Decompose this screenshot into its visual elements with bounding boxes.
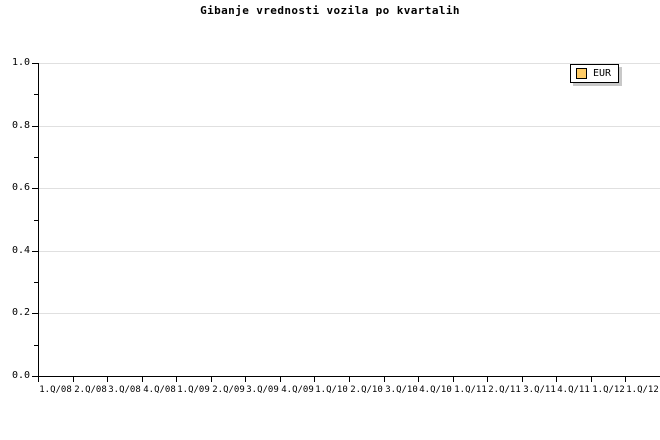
gridline (38, 250, 660, 252)
chart-title: Gibanje vrednosti vozila po kvartalih (200, 4, 460, 17)
x-axis-label: 1.Q/08 (39, 385, 72, 395)
x-axis-label: 2.Q/09 (212, 385, 245, 395)
x-axis-tick (314, 377, 315, 382)
y-axis-minor-tick (34, 220, 38, 221)
x-axis-tick (73, 377, 74, 382)
gridline (38, 63, 660, 64)
x-axis-label: 1.Q/12 (626, 385, 659, 395)
y-axis-label: 0.2 (11, 307, 30, 318)
x-axis-tick (556, 377, 557, 382)
x-axis-tick (591, 377, 592, 382)
y-axis-label: 0.0 (11, 370, 30, 381)
y-axis-minor-tick (34, 157, 38, 158)
gridline (38, 188, 660, 190)
y-axis-tick (32, 376, 38, 377)
legend-label-eur: EUR (593, 68, 612, 79)
gridline (38, 313, 660, 315)
x-axis-tick (487, 377, 488, 382)
y-axis-label: 0.8 (11, 120, 30, 131)
x-axis-label: 3.Q/09 (246, 385, 279, 395)
x-axis-label: 2.Q/08 (74, 385, 107, 395)
y-axis-label: 1.0 (11, 57, 30, 68)
x-axis-label: 2.Q/11 (488, 385, 521, 395)
x-axis-tick (384, 377, 385, 382)
x-axis-label: 1.Q/12 (592, 385, 625, 395)
y-axis-line (38, 63, 39, 377)
y-axis-label: 0.6 (11, 182, 30, 193)
y-axis-tick (32, 63, 38, 64)
y-axis-minor-tick (34, 94, 38, 95)
x-axis-tick (142, 377, 143, 382)
x-axis-label: 1.Q/10 (315, 385, 348, 395)
x-axis-label: 4.Q/10 (419, 385, 452, 395)
x-axis-label: 3.Q/10 (385, 385, 418, 395)
x-axis-label: 4.Q/08 (143, 385, 176, 395)
x-axis-label: 1.Q/09 (177, 385, 210, 395)
x-axis-tick (418, 377, 419, 382)
x-axis-label: 4.Q/09 (281, 385, 314, 395)
x-axis-tick (107, 377, 108, 382)
x-axis-label: 4.Q/11 (557, 385, 590, 395)
x-axis-tick (211, 377, 212, 382)
x-axis-tick (522, 377, 523, 382)
x-axis-line (38, 376, 660, 377)
y-axis-tick (32, 188, 38, 189)
plot-area (38, 63, 660, 376)
x-axis-tick (349, 377, 350, 382)
chart-legend[interactable]: EUR (570, 64, 620, 83)
x-axis-label: 1.Q/11 (454, 385, 487, 395)
x-axis-tick (176, 377, 177, 382)
gridline (38, 125, 660, 127)
legend-swatch-eur (576, 68, 587, 79)
x-axis-tick (280, 377, 281, 382)
x-axis-label: 3.Q/08 (108, 385, 141, 395)
x-axis-tick (245, 377, 246, 382)
x-axis-label: 2.Q/10 (350, 385, 383, 395)
y-axis-minor-tick (34, 345, 38, 346)
x-axis-tick (453, 377, 454, 382)
x-axis-label: 3.Q/11 (523, 385, 556, 395)
x-axis-tick (625, 377, 626, 382)
y-axis-minor-tick (34, 282, 38, 283)
y-axis-tick (32, 313, 38, 314)
y-axis-label: 0.4 (11, 245, 30, 256)
y-axis-tick (32, 251, 38, 252)
y-axis-tick (32, 126, 38, 127)
x-axis-tick (38, 377, 39, 382)
